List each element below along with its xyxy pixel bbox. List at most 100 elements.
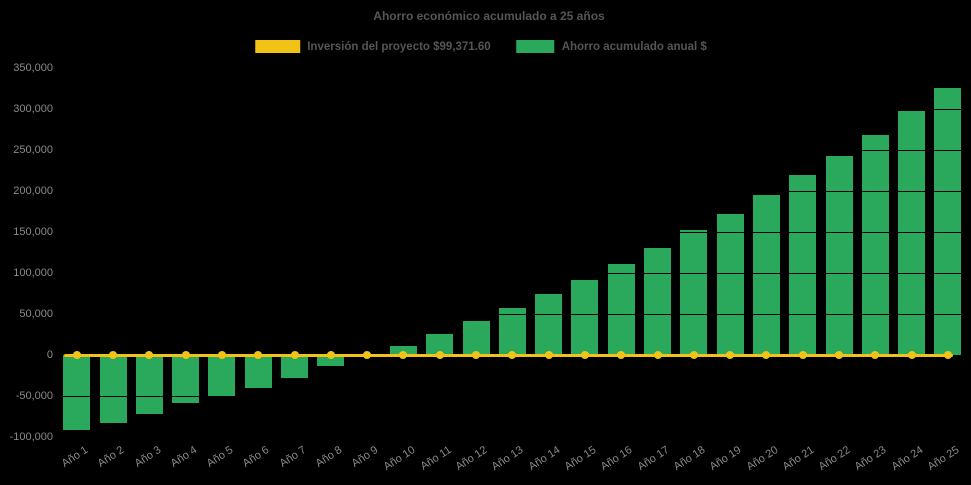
x-tick-label: Año 18	[671, 444, 708, 474]
bar-año-23	[861, 134, 889, 355]
investment-line-marker	[254, 351, 263, 359]
y-tick-label: 0	[46, 349, 53, 361]
investment-line-marker	[72, 351, 81, 359]
bar-año-2	[99, 355, 127, 424]
x-tick-label: Año 15	[562, 444, 599, 474]
x-tick-label: Año 1	[59, 444, 91, 470]
bar-año-5	[208, 355, 236, 398]
x-tick-label: Año 23	[853, 444, 889, 474]
gridline	[58, 232, 966, 233]
x-tick-label: Año 25	[925, 444, 962, 474]
x-tick-label: Año 8	[313, 444, 345, 470]
bar-año-16	[607, 264, 635, 355]
investment-line-marker	[689, 351, 698, 359]
x-tick-label: Año 19	[707, 444, 744, 474]
gridline	[58, 273, 966, 274]
x-tick-label: Año 4	[168, 444, 200, 470]
investment-line-marker	[943, 351, 952, 359]
investment-line-marker	[508, 351, 517, 359]
legend-label-investment: Inversión del proyecto $99,371.60	[307, 40, 491, 53]
gridline	[58, 314, 966, 315]
bar-año-15	[571, 279, 599, 355]
investment-line-marker	[363, 351, 372, 359]
x-tick-label: Año 2	[95, 444, 127, 470]
bar-año-17	[644, 247, 671, 355]
y-tick-label: 350,000	[13, 62, 53, 74]
bar-año-11	[426, 334, 454, 355]
bar-año-8	[317, 355, 345, 367]
bar-año-21	[789, 175, 817, 355]
legend-label-savings: Ahorro acumulado anual $	[561, 40, 707, 53]
bar-año-7	[281, 355, 308, 378]
investment-line-marker	[399, 351, 408, 359]
legend-item-investment[interactable]: Inversión del proyecto $99,371.60	[255, 40, 491, 53]
gridline	[58, 437, 966, 438]
investment-line-marker	[617, 351, 626, 359]
x-tick-label: Año 16	[598, 444, 635, 474]
bar-año-10	[389, 345, 417, 355]
investment-line-marker	[435, 351, 444, 359]
x-tick-label: Año 6	[241, 444, 272, 470]
investment-line-marker	[835, 351, 843, 359]
investment-line-marker	[762, 351, 771, 359]
bar-año-6	[244, 355, 272, 389]
bar-año-19	[716, 213, 744, 355]
y-tick-label: -100,000	[9, 431, 53, 443]
investment-line-marker	[145, 351, 154, 359]
bar-año-13	[498, 307, 526, 355]
y-tick-label: 100,000	[13, 267, 53, 279]
chart-title: Ahorro económico acumulado a 25 años	[373, 9, 605, 23]
x-tick-label: Año 12	[453, 444, 490, 474]
y-tick-label: 250,000	[13, 144, 53, 156]
x-tick-label: Año 5	[204, 444, 236, 470]
investment-line-swatch-icon	[255, 40, 301, 53]
investment-line-marker	[290, 351, 299, 359]
investment-line-marker	[726, 351, 735, 359]
gridline	[58, 109, 966, 110]
y-tick-label: 50,000	[19, 308, 53, 320]
gridline	[58, 150, 966, 151]
bar-año-24	[898, 111, 926, 355]
x-tick-label: Año 17	[635, 444, 672, 474]
x-tick-label: Año 21	[780, 444, 817, 474]
investment-line-marker	[798, 351, 807, 359]
legend-item-savings[interactable]: Ahorro acumulado anual $	[516, 40, 707, 53]
investment-line-marker	[181, 351, 190, 359]
x-tick-label: Año 14	[526, 444, 563, 474]
bar-año-4	[172, 355, 200, 404]
y-tick-label: -50,000	[15, 390, 53, 402]
investment-line-marker	[326, 351, 335, 359]
investment-line-marker	[871, 351, 880, 359]
legend: Inversión del proyecto $99,371.60 Ahorro…	[255, 40, 707, 53]
gridline	[58, 68, 966, 69]
x-tick-label: Año 10	[381, 444, 417, 474]
investment-line-marker	[472, 351, 480, 359]
gridline	[58, 396, 966, 397]
y-tick-label: 300,000	[13, 103, 53, 115]
investment-line-marker	[544, 351, 553, 359]
investment-line-marker	[907, 351, 916, 359]
x-tick-label: Año 22	[816, 444, 853, 474]
bar-año-18	[680, 229, 708, 355]
bar-año-20	[752, 195, 780, 355]
x-tick-label: Año 24	[889, 444, 926, 474]
investment-line-marker	[653, 351, 662, 359]
y-tick-label: 200,000	[13, 185, 53, 197]
x-tick-label: Año 20	[744, 444, 780, 474]
gridline	[58, 191, 966, 192]
investment-line-marker	[109, 351, 117, 359]
x-tick-label: Año 3	[132, 444, 163, 470]
y-tick-label: 150,000	[13, 226, 53, 238]
investment-line-marker	[580, 351, 589, 359]
savings-bar-swatch-icon	[516, 40, 555, 53]
bar-año-12	[462, 320, 490, 355]
x-tick-label: Año 9	[349, 444, 381, 470]
x-tick-label: Año 11	[418, 444, 454, 473]
bar-año-3	[135, 355, 163, 415]
bar-año-22	[825, 155, 853, 355]
x-tick-label: Año 7	[277, 444, 309, 470]
bar-año-25	[934, 88, 962, 355]
investment-line-marker	[217, 351, 226, 359]
bar-año-1	[63, 355, 91, 431]
